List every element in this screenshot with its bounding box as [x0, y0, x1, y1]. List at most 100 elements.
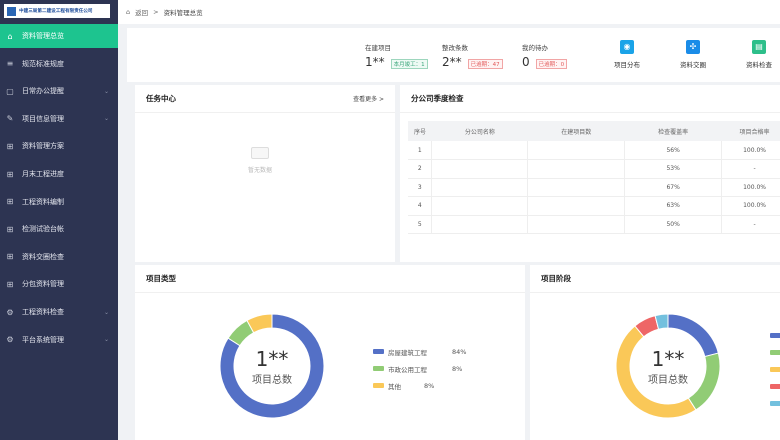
quick-link-label: 项目分布 [614, 61, 640, 69]
card-title: 项目阶段 [541, 274, 571, 283]
table-cell [431, 215, 529, 234]
table-cell [527, 215, 626, 234]
legend-item[interactable] [770, 361, 780, 378]
table-row[interactable]: 2 53% - [408, 159, 780, 179]
legend-item[interactable]: 房屋建筑工程 84% [373, 343, 466, 360]
table-cell [431, 141, 529, 160]
stat-value: 1** [365, 55, 385, 69]
table-cell: 100.0% [721, 196, 780, 216]
table-cell: 63% [624, 196, 723, 216]
table-cell: 100.0% [721, 178, 780, 197]
sidebar-item-label: 资料交圈检查 [22, 252, 64, 261]
table-cell: - [721, 215, 780, 234]
stat-label: 我的待办 [522, 44, 548, 52]
sidebar-item[interactable]: ⊞ 月末工程进度 [0, 162, 118, 186]
sidebar-item-label: 检测试验台帐 [22, 225, 64, 234]
sidebar-item[interactable]: ≡ 规范标准规度 [0, 52, 118, 76]
column-header: 序号 [408, 121, 432, 141]
table-row[interactable]: 4 63% 100.0% [408, 196, 780, 216]
apps-icon: ✣ [686, 40, 700, 54]
stat-item[interactable]: 整改条数 2** 已逾期：47 [442, 42, 503, 69]
table-cell: 3 [408, 178, 433, 197]
table-cell: 67% [624, 178, 723, 197]
sidebar-item[interactable]: ⚙ 平台系统管理 ⌄ [0, 328, 118, 352]
sidebar-item-label: 日常办公提醒 [22, 87, 64, 96]
edit-icon: ✎ [6, 114, 14, 124]
donut-slice[interactable] [654, 313, 669, 330]
legend-item[interactable] [770, 378, 780, 395]
center-value: 1** [255, 347, 289, 371]
donut-slice[interactable] [246, 313, 273, 334]
chevron-down-icon[interactable]: ⌄ [103, 87, 109, 95]
chevron-down-icon[interactable]: ⌄ [103, 308, 109, 316]
sidebar-item[interactable]: ⊞ 检测试验台帐 [0, 217, 118, 241]
sidebar-item[interactable]: ⊞ 工程资料编制 [0, 190, 118, 214]
legend-swatch [770, 401, 780, 406]
table-cell: - [721, 159, 780, 179]
legend-item[interactable] [770, 344, 780, 361]
quick-link[interactable]: ▤ 资料检查 [739, 40, 779, 69]
legend-label: 市政公用工程 [388, 365, 427, 374]
home-icon[interactable]: ⌂ [126, 8, 131, 16]
view-more-link[interactable]: 查看更多 > [353, 96, 384, 103]
table-cell [431, 159, 529, 179]
sidebar-item[interactable]: ⌂ 资料管理总览 [0, 24, 118, 48]
chevron-down-icon[interactable]: ⌄ [103, 336, 109, 344]
grid-icon: ⊞ [6, 141, 14, 151]
chevron-down-icon[interactable]: ⌄ [103, 115, 109, 123]
column-header: 在建项目数 [527, 121, 625, 141]
legend-label: 房屋建筑工程 [388, 348, 427, 357]
legend-value: 8% [424, 381, 435, 390]
quick-link-label: 资料检查 [746, 61, 772, 69]
table-cell [431, 196, 529, 216]
legend-item[interactable]: 市政公用工程 8% [373, 360, 466, 377]
stat-item[interactable]: 我的待办 0 已逾期：0 [522, 42, 568, 69]
center-label: 项目总数 [648, 375, 688, 386]
project-type-donut [219, 313, 325, 419]
sidebar-item[interactable]: ✎ 项目信息管理 ⌄ [0, 107, 118, 131]
donut-slice[interactable] [219, 313, 325, 419]
empty-inbox-icon [251, 147, 269, 159]
quick-link-label: 资料交圈 [680, 61, 706, 69]
legend-item[interactable] [770, 395, 780, 412]
sidebar-item[interactable]: ⊞ 资料管理方案 [0, 134, 118, 158]
quick-link[interactable]: ◉ 项目分布 [607, 40, 647, 69]
sidebar-item-label: 月末工程进度 [22, 170, 64, 178]
table-row[interactable]: 3 67% 100.0% [408, 178, 780, 197]
table-row[interactable]: 5 50% - [408, 215, 780, 234]
sidebar: 中建三局第二建设工程有限责任公司 ⌂ 资料管理总览 ≡ 规范标准规度 ▢ 日常办公提醒 ⌄ ✎… [0, 0, 118, 440]
sidebar-item[interactable]: ⚙ 工程资料检查 ⌄ [0, 300, 118, 324]
stat-tag: 本月竣工：1 [390, 59, 428, 69]
books-icon: ≡ [6, 59, 14, 69]
sidebar-item[interactable]: ⊞ 分包资料管理 [0, 272, 118, 296]
stat-tag: 已逾期：0 [535, 59, 568, 69]
sidebar-item[interactable]: ▢ 日常办公提醒 ⌄ [0, 79, 118, 103]
sidebar-item-label: 工程资料编制 [22, 197, 64, 206]
legend-item[interactable] [770, 327, 780, 344]
donut-center: 1** 项目总数 [633, 347, 703, 386]
table-cell: 5 [408, 215, 433, 234]
branch-check-card: 分公司季度检查 序号 分公司名称 在建项目数 检查覆盖率 项目合格率 1 56% 100.0%… [400, 85, 780, 262]
quick-link[interactable]: ✣ 资料交圈 [673, 40, 713, 69]
empty-text: 暂无数据 [248, 167, 273, 174]
legend-label: 其他 [388, 382, 401, 391]
legend-swatch [373, 383, 384, 388]
stat-tag: 已逾期：47 [467, 59, 503, 69]
table-cell: 2 [408, 159, 433, 179]
sidebar-item-label: 工程资料检查 [22, 308, 64, 316]
table-cell: 56% [624, 141, 723, 160]
card-title: 项目类型 [146, 274, 176, 283]
grid-icon: ⊞ [6, 169, 14, 179]
breadcrumb: ⌂ 返回 > 资料管理总览 [118, 0, 780, 24]
sidebar-item-label: 分包资料管理 [22, 280, 64, 289]
sidebar-item[interactable]: ⊞ 资料交圈检查 [0, 245, 118, 269]
legend-item[interactable]: 其他 8% [373, 377, 466, 394]
table-row[interactable]: 1 56% 100.0% [408, 141, 780, 160]
back-link[interactable]: 返回 [135, 9, 149, 17]
stat-item[interactable]: 在建项目 1** 本月竣工：1 [365, 42, 428, 69]
table-cell: 50% [624, 215, 723, 234]
legend-swatch [770, 333, 780, 338]
sidebar-item-label: 资料管理总览 [22, 32, 64, 40]
table-cell [527, 196, 626, 216]
legend: 房屋建筑工程 84% 市政公用工程 8% 其他 8% [373, 343, 466, 394]
